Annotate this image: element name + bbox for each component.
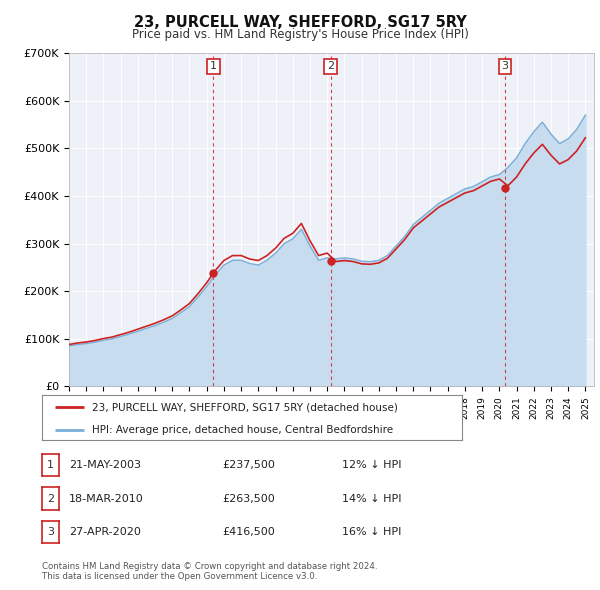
- Text: Contains HM Land Registry data © Crown copyright and database right 2024.: Contains HM Land Registry data © Crown c…: [42, 562, 377, 571]
- Text: £416,500: £416,500: [222, 527, 275, 537]
- Text: 2: 2: [47, 494, 54, 503]
- Text: 16% ↓ HPI: 16% ↓ HPI: [342, 527, 401, 537]
- Text: 3: 3: [502, 61, 508, 71]
- Text: 1: 1: [210, 61, 217, 71]
- Text: 21-MAY-2003: 21-MAY-2003: [69, 460, 141, 470]
- Text: This data is licensed under the Open Government Licence v3.0.: This data is licensed under the Open Gov…: [42, 572, 317, 581]
- Text: 1: 1: [47, 460, 54, 470]
- Text: Price paid vs. HM Land Registry's House Price Index (HPI): Price paid vs. HM Land Registry's House …: [131, 28, 469, 41]
- Text: 23, PURCELL WAY, SHEFFORD, SG17 5RY (detached house): 23, PURCELL WAY, SHEFFORD, SG17 5RY (det…: [92, 402, 398, 412]
- Text: 2: 2: [327, 61, 334, 71]
- Text: £263,500: £263,500: [222, 494, 275, 503]
- Text: 18-MAR-2010: 18-MAR-2010: [69, 494, 144, 503]
- Text: 12% ↓ HPI: 12% ↓ HPI: [342, 460, 401, 470]
- Text: £237,500: £237,500: [222, 460, 275, 470]
- Text: HPI: Average price, detached house, Central Bedfordshire: HPI: Average price, detached house, Cent…: [92, 425, 394, 435]
- Text: 23, PURCELL WAY, SHEFFORD, SG17 5RY: 23, PURCELL WAY, SHEFFORD, SG17 5RY: [134, 15, 466, 30]
- Text: 3: 3: [47, 527, 54, 537]
- Text: 14% ↓ HPI: 14% ↓ HPI: [342, 494, 401, 503]
- Text: 27-APR-2020: 27-APR-2020: [69, 527, 141, 537]
